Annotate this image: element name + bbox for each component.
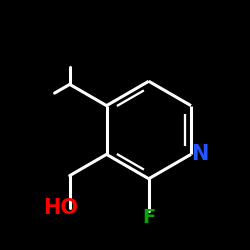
Text: N: N — [191, 144, 208, 165]
Text: HO: HO — [44, 198, 78, 218]
Text: F: F — [142, 208, 156, 227]
